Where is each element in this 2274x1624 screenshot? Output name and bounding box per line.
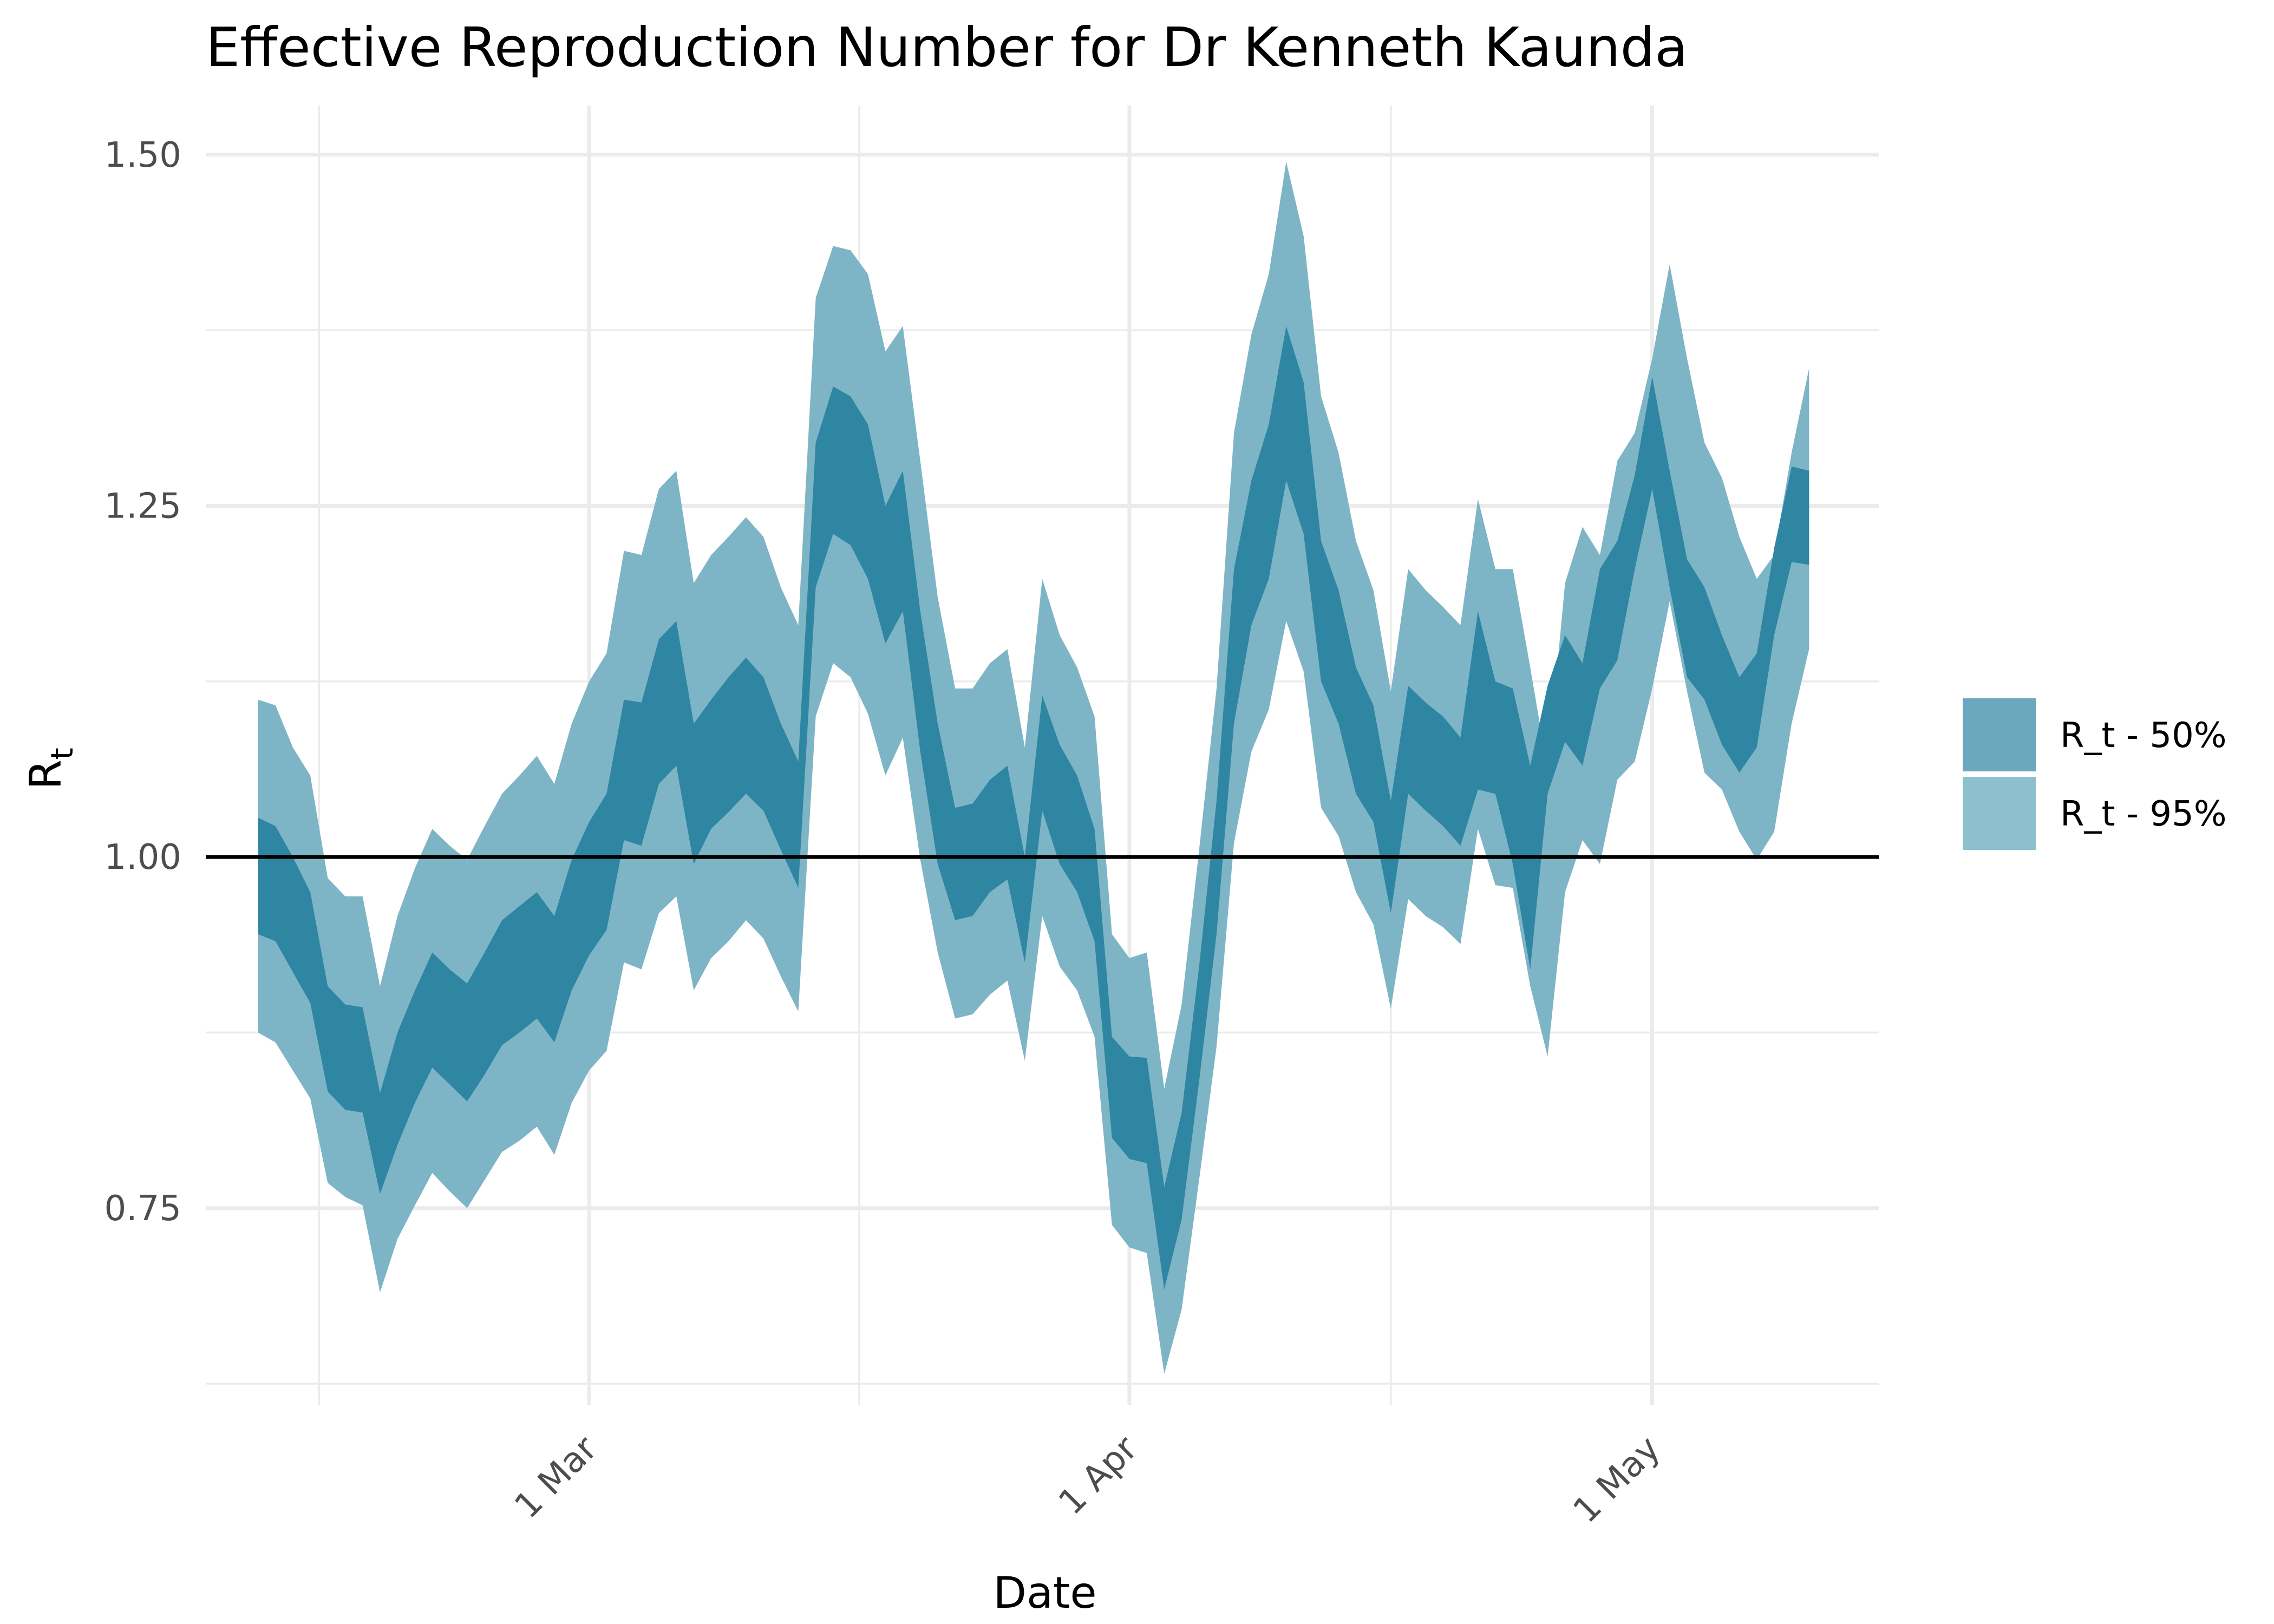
y-tick-label: 1.25 [104, 486, 182, 526]
legend-label: R_t - 50% [2060, 716, 2227, 756]
band-95-ribbon [258, 161, 1809, 1374]
y-tick-label: 0.75 [104, 1189, 182, 1229]
y-axis-title-subscript: t [45, 748, 80, 759]
y-tick-labels: 0.75 1.00 1.25 1.50 [104, 135, 182, 1229]
legend-swatch [1963, 777, 2036, 850]
band-50-ribbon [258, 326, 1809, 1290]
band-50-group [258, 326, 1809, 1290]
chart-title: Effective Reproduction Number for Dr Ken… [206, 16, 1688, 79]
y-tick-label: 1.50 [104, 135, 182, 175]
y-axis-title-main: R [21, 759, 71, 790]
y-axis-title: Rt [21, 748, 80, 790]
x-tick-label: 1 Apr [1051, 1429, 1145, 1523]
band-95-group [258, 161, 1809, 1374]
x-axis-title: Date [993, 1568, 1096, 1618]
x-tick-labels: 1 Mar 1 Apr 1 May [507, 1429, 1668, 1531]
x-tick-label: 1 May [1566, 1429, 1668, 1531]
legend: R_t - 50% R_t - 95% [1963, 698, 2227, 850]
legend-label: R_t - 95% [2060, 794, 2227, 834]
legend-swatch [1963, 698, 2036, 771]
x-tick-label: 1 Mar [507, 1429, 605, 1527]
y-tick-label: 1.00 [104, 837, 182, 878]
